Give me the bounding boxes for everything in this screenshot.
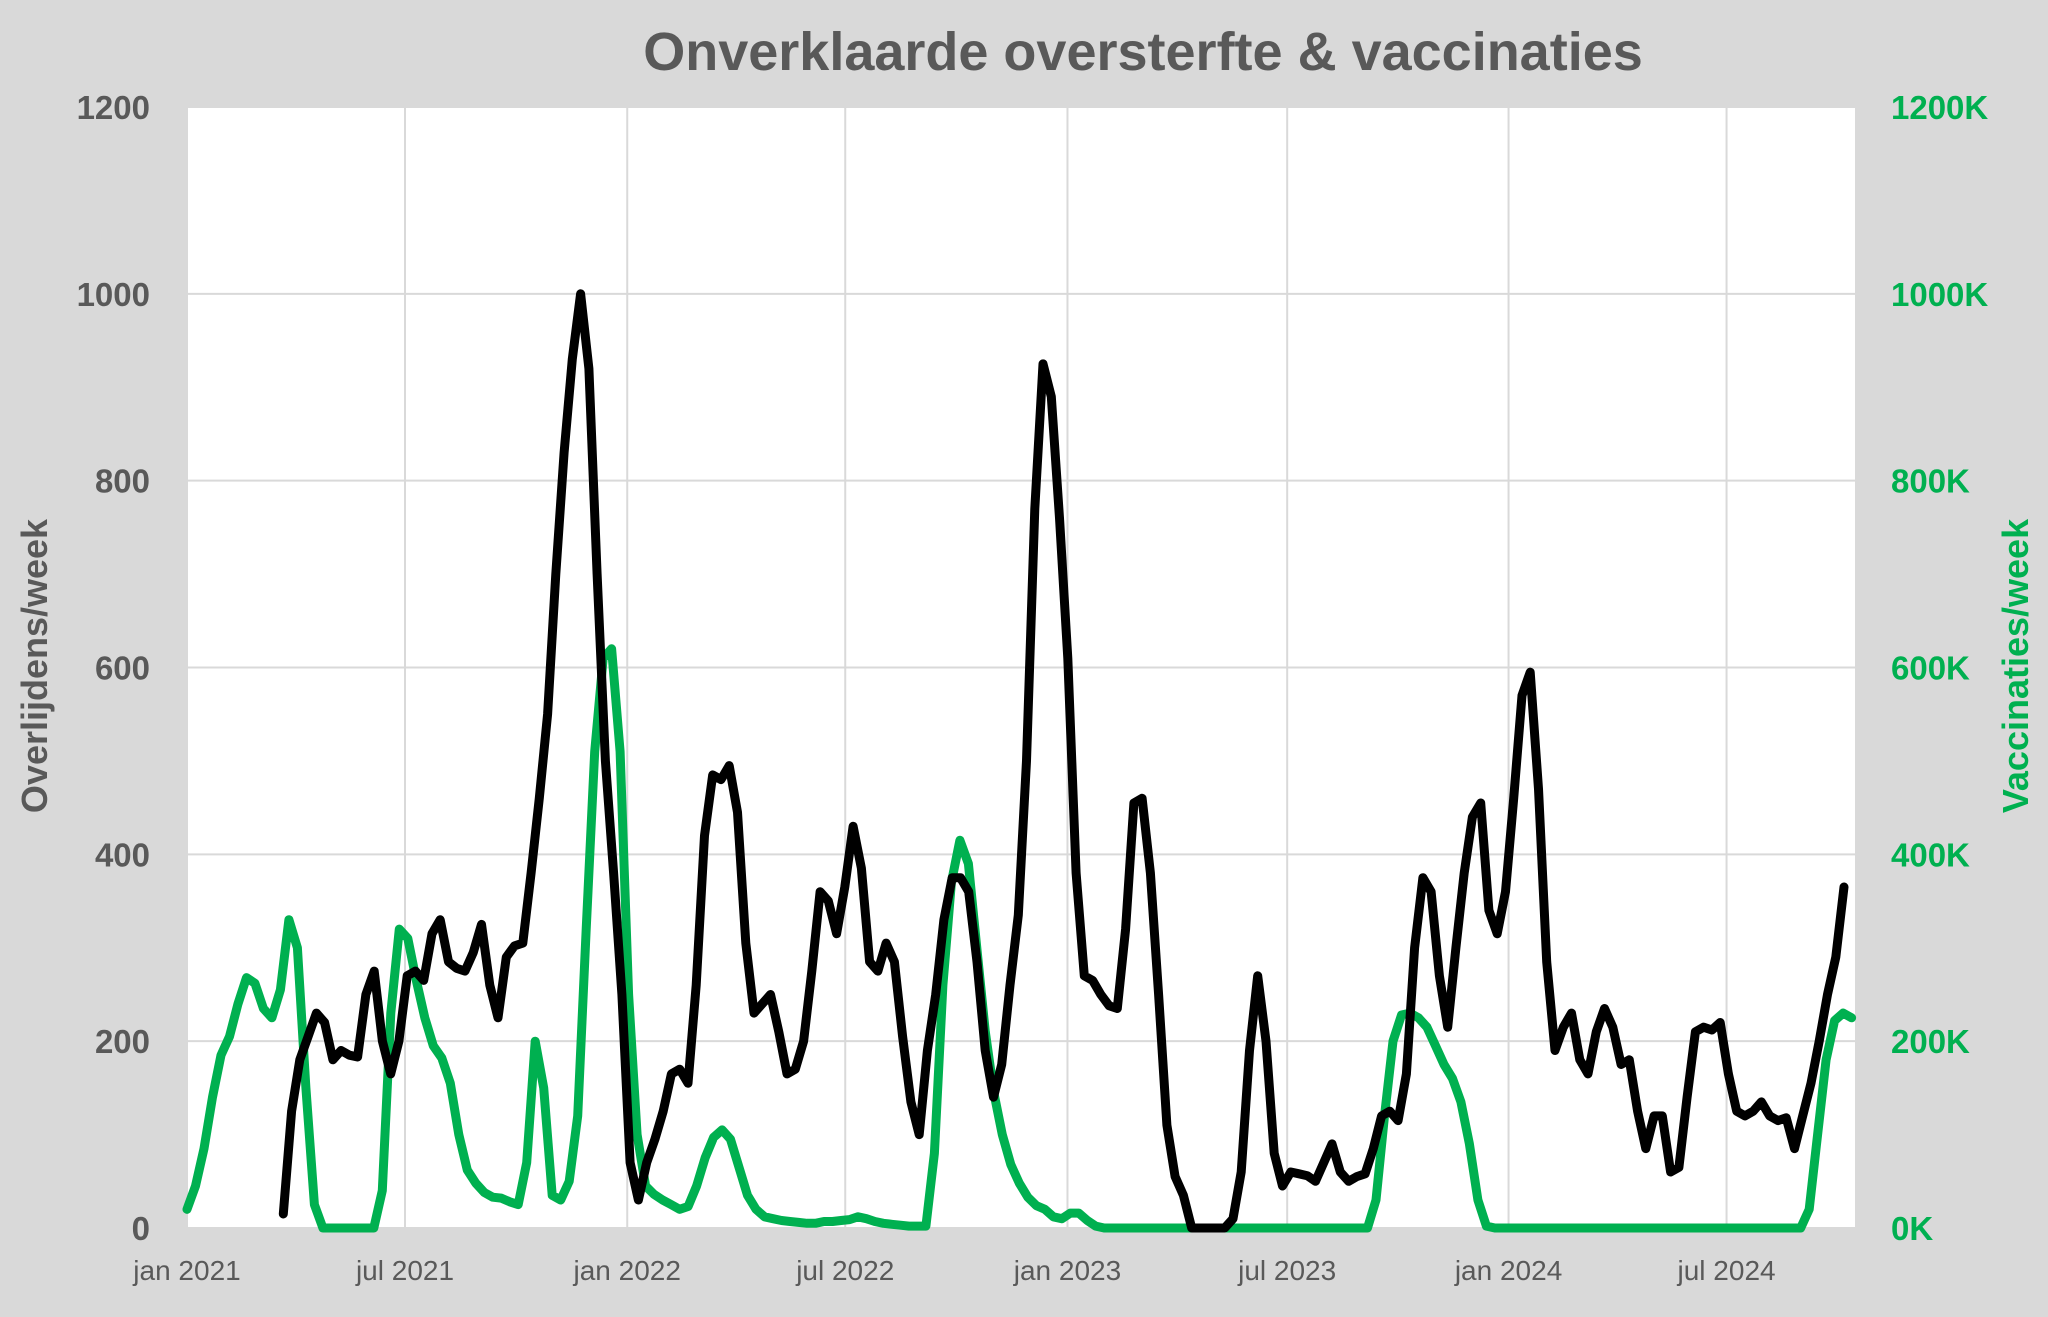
y2-tick-label: 200K [1891, 1023, 1970, 1060]
x-tick-label: jan 2023 [1013, 1255, 1121, 1286]
y-tick-label: 1200 [77, 89, 150, 126]
x-tick-label: jan 2024 [1454, 1255, 1562, 1286]
x-tick-label: jan 2022 [573, 1255, 681, 1286]
x-tick-label: jul 2022 [795, 1255, 894, 1286]
x-tick-label: jul 2024 [1677, 1255, 1776, 1286]
y2-tick-label: 0K [1891, 1210, 1933, 1247]
y-tick-label: 0 [132, 1210, 150, 1247]
y2-tick-label: 400K [1891, 836, 1970, 873]
y2-tick-label: 1000K [1891, 276, 1988, 313]
y-tick-label: 400 [95, 836, 150, 873]
x-tick-label: jan 2021 [132, 1255, 240, 1286]
y2-tick-label: 800K [1891, 463, 1970, 500]
y2-axis-label: Vaccinaties/week [1995, 518, 2036, 813]
y-tick-label: 1000 [77, 276, 150, 313]
y2-tick-label: 600K [1891, 650, 1970, 687]
series-lines [182, 289, 1857, 1233]
y-tick-label: 600 [95, 650, 150, 687]
y-tick-label: 800 [95, 463, 150, 500]
x-axis-ticks: jan 2021 jul 2021 jan 2022 jul 2022 jan 2023… [132, 1255, 1775, 1286]
y-tick-label: 200 [95, 1023, 150, 1060]
series-line-vaccinaties [182, 644, 1857, 1233]
y-axis-label: Overlijdens/week [14, 518, 55, 813]
right-axis-ticks: 0K 200K 400K 600K 800K 1000K 1200K [1891, 89, 1988, 1247]
series-line-oversterfte [278, 289, 1849, 1233]
left-axis-ticks: 0 200 400 600 800 1000 1200 [77, 89, 150, 1247]
y2-tick-label: 1200K [1891, 89, 1988, 126]
x-tick-label: jul 2023 [1237, 1255, 1336, 1286]
x-tick-label: jul 2021 [355, 1255, 454, 1286]
chart-title: Onverklaarde oversterfte & vaccinaties [643, 22, 1643, 82]
